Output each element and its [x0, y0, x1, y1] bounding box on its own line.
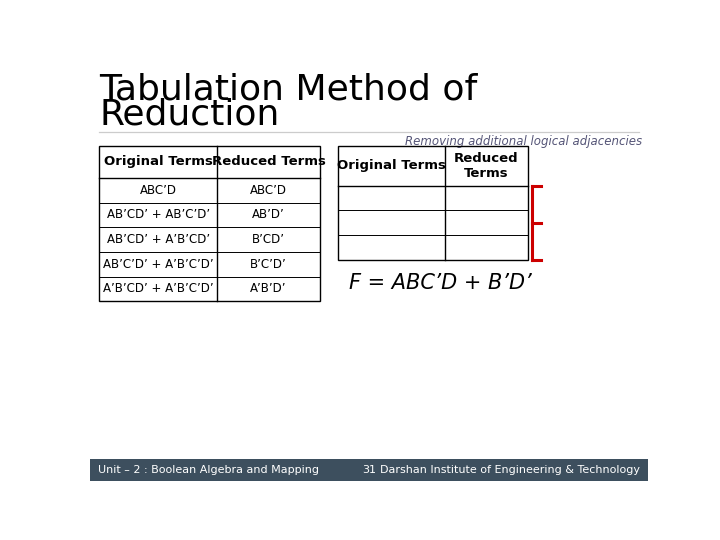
Text: Reduced
Terms: Reduced Terms	[454, 152, 518, 180]
Text: ABC’D: ABC’D	[140, 184, 176, 197]
Text: ABC’D: ABC’D	[250, 184, 287, 197]
Text: B’CD’: B’CD’	[252, 233, 285, 246]
Text: AB’C’D’ + A’B’C’D’: AB’C’D’ + A’B’C’D’	[103, 258, 214, 271]
Text: AB’D’: AB’D’	[252, 208, 285, 221]
Text: Unit – 2 : Boolean Algebra and Mapping: Unit – 2 : Boolean Algebra and Mapping	[98, 465, 319, 475]
Bar	[90, 459, 648, 481]
Text: Original Terms: Original Terms	[104, 156, 212, 168]
Text: Tabulation Method of: Tabulation Method of	[99, 72, 477, 106]
Text: 31: 31	[362, 465, 376, 475]
Text: Reduction: Reduction	[99, 97, 279, 131]
Text: Original Terms: Original Terms	[337, 159, 446, 172]
Text: AB’CD’ + A’B’CD’: AB’CD’ + A’B’CD’	[107, 233, 210, 246]
Text: AB’CD’ + AB’C’D’: AB’CD’ + AB’C’D’	[107, 208, 210, 221]
Bar	[338, 146, 528, 260]
Text: Reduced Terms: Reduced Terms	[212, 156, 325, 168]
Text: Darshan Institute of Engineering & Technology: Darshan Institute of Engineering & Techn…	[380, 465, 640, 475]
Text: Removing additional logical adjacencies: Removing additional logical adjacencies	[405, 135, 642, 148]
Text: B’C’D’: B’C’D’	[251, 258, 287, 271]
Bar	[99, 146, 320, 301]
Text: F = ABC’D + B’D’: F = ABC’D + B’D’	[349, 273, 532, 293]
Text: A’B’CD’ + A’B’C’D’: A’B’CD’ + A’B’C’D’	[103, 282, 214, 295]
Text: A’B’D’: A’B’D’	[251, 282, 287, 295]
